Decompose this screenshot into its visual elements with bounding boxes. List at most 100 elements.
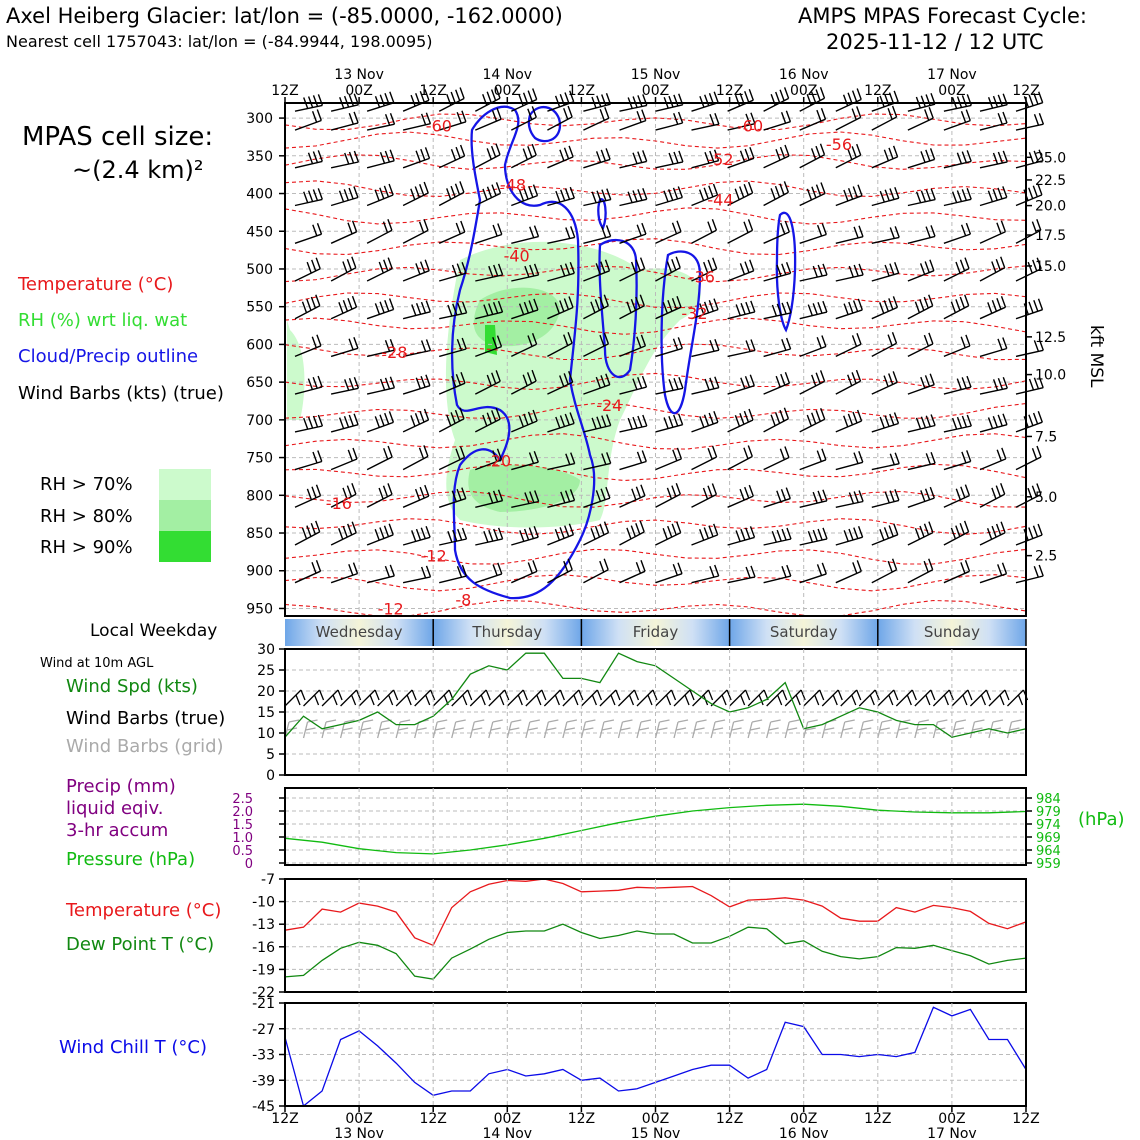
precip-tick-label: 1.0 [232,831,253,846]
bottom-time-label: 12Z [716,1111,743,1127]
surface-true-barb [599,689,621,707]
wind-chill-line [284,1006,1027,1108]
temperature-contour [284,292,1027,309]
bottom-time-label: 00Z [494,1111,521,1127]
precip-tick-label: 1.5 [232,818,253,833]
upper-wind-barb [907,148,936,169]
upper-wind-barb [1015,91,1044,112]
kft-tick-label: 10.0 [1035,368,1066,384]
surface-true-barb [506,689,528,707]
upper-wind-barb [979,93,1008,112]
upper-wind-barb [547,226,576,244]
temperature-contour [284,343,1027,361]
surface-grid-barb [821,719,837,739]
temperature-label: -52 [707,150,733,169]
upper-wind-barb [835,369,862,395]
upper-wind-barb [475,223,503,244]
upper-wind-barb [583,452,612,471]
surface-grid-barb [914,719,929,739]
temperature-contour [284,574,1027,592]
surface-grid-barb [543,719,559,739]
temperature-contour [284,131,1027,149]
surface-grid-barb [506,719,522,739]
top-date-label: 17 Nov [927,67,977,83]
upper-wind-barb [619,188,648,207]
upper-wind-barb [655,483,681,508]
surface-true-barb [951,689,973,707]
surface-grid-barb [636,719,652,739]
surface-true-barb [673,689,695,707]
precip-tick-label: 0.5 [232,844,253,859]
upper-wind-barb [1015,410,1043,433]
upper-wind-barb [655,413,684,433]
weekday-band [729,619,878,646]
upper-wind-barb [330,93,359,112]
upper-wind-barb [691,338,720,358]
upper-wind-barb [438,446,466,471]
surface-true-barb [580,689,603,707]
pressure-tick-label: 900 [246,564,273,580]
temperature-label: -44 [707,191,733,210]
bottom-time-label: 12Z [419,1111,446,1127]
bottom-time-label: 00Z [642,1111,669,1127]
upper-wind-barb [871,558,898,584]
pressure-tick-label: 400 [246,187,273,203]
temp-tick-label: -7 [261,872,275,888]
rh-region-0 [287,320,305,420]
upper-wind-barb [907,188,936,207]
upper-wind-barb [691,523,719,546]
kft-tick-label: 5.0 [1035,490,1057,506]
upper-wind-barb [547,186,575,207]
upper-wind-barb [475,562,503,584]
upper-wind-barb [979,295,1007,320]
upper-wind-barb [619,109,647,131]
pressure-tick-label-right: 969 [1036,831,1061,846]
upper-wind-barb [438,87,465,112]
top-date-label: 15 Nov [631,67,681,83]
top-date-label: 14 Nov [483,67,533,83]
upper-wind-barb [1015,149,1044,169]
upper-wind-barb [835,451,864,471]
upper-wind-barb [691,257,718,282]
cloud-outline-1 [527,105,562,143]
pressure-tick-label: 950 [246,601,273,617]
upper-wind-barb [871,105,898,131]
upper-wind-barb [583,294,609,320]
surface-grid-barb [525,719,540,739]
upper-wind-barb [799,107,827,131]
temperature-label: -32 [681,304,707,323]
upper-wind-barb [907,452,936,471]
upper-wind-barb [619,94,648,112]
upper-wind-barb [943,450,972,471]
upper-wind-barb [871,261,900,282]
bottom-time-label: 00Z [938,1111,965,1127]
upper-wind-barb [871,226,900,244]
surface-true-barb [895,689,917,707]
upper-wind-barb [835,263,864,282]
upper-wind-barb [438,371,466,395]
upper-wind-barb [691,483,718,508]
upper-wind-barb [763,181,790,207]
upper-wind-barb [979,220,1007,244]
upper-wind-barb [402,181,429,207]
upper-wind-barb [583,332,610,358]
legend-rh90: RH > 90% [40,537,133,558]
upper-wind-barb [438,407,465,433]
wind-tick-label: 0 [266,768,275,784]
temperature-contour [284,372,1027,391]
upper-wind-barb [835,143,862,169]
axes-layer: 300 350 400 450 500 550 600 650 700 750 800 850 900 9… [246,67,1066,617]
upper-wind-barb [727,181,754,207]
upper-wind-barb [510,369,537,395]
chill-tick-label: -45 [252,1099,275,1115]
upper-wind-barb [547,105,573,131]
upper-wind-barb [763,262,792,282]
upper-wind-barb [619,414,648,433]
weekday-label: Saturday [770,623,838,641]
upper-wind-barb [691,149,720,169]
upper-wind-barb [619,334,647,358]
upper-wind-barb [366,298,395,320]
bottom-time-label: 00Z [345,1111,372,1127]
upper-wind-barb [943,520,970,546]
